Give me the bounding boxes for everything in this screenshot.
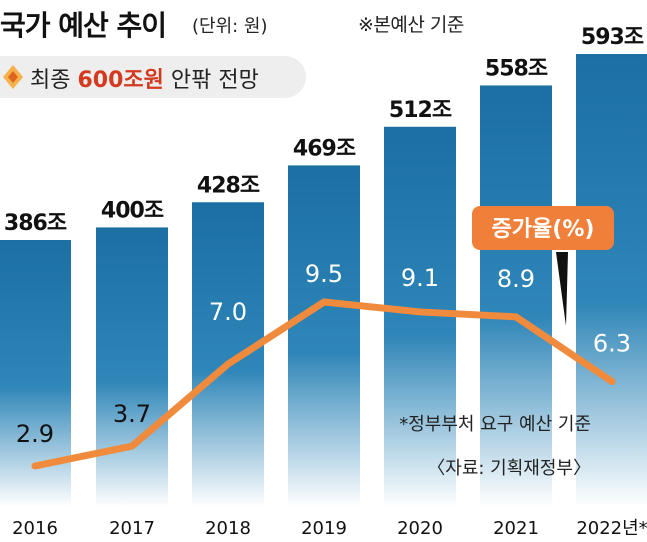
bar-2017: [96, 227, 168, 507]
legend-pointer-icon: [556, 252, 568, 326]
basis-note: ※본예산 기준: [358, 14, 464, 36]
growth-rate-label: 2.9: [16, 420, 54, 448]
line-legend-label: 증가율(%): [492, 217, 595, 242]
subtitle-box: [0, 56, 306, 98]
footnote: *정부부처 요구 예산 기준: [399, 414, 591, 435]
unit-label: (단위: 원): [192, 16, 268, 37]
line-legend-box: [472, 206, 614, 250]
category-label: 2021: [493, 518, 539, 539]
chart-title: 국가 예산 추이: [0, 9, 167, 42]
bar-2020: [384, 126, 456, 508]
growth-rate-label: 9.1: [401, 264, 439, 292]
subtitle: 최종 600조원 안팎 전망: [30, 62, 259, 94]
bar-value-label: 469조: [293, 136, 356, 161]
bar-2019: [288, 165, 360, 507]
category-label: 2022년*: [576, 518, 647, 539]
bar-value-label: 428조: [197, 173, 260, 198]
bar-2018: [192, 202, 264, 507]
category-label: 2020: [397, 518, 443, 539]
bar-value-label: 593조: [581, 25, 644, 50]
growth-rate-label: 3.7: [113, 400, 151, 428]
bar-value-label: 400조: [101, 198, 164, 223]
category-label: 2018: [205, 518, 251, 539]
subtitle-prefix: 최종: [30, 68, 78, 93]
bar-value-label: 512조: [389, 98, 452, 123]
bar-2022년*: [576, 54, 647, 507]
category-label: 2016: [12, 518, 58, 539]
growth-rate-label: 6.3: [593, 330, 631, 358]
diamond-icon: [3, 65, 23, 89]
growth-rate-line: [31, 298, 616, 470]
growth-rate-label: 8.9: [497, 265, 535, 293]
source-label: 〈자료: 기획재정부〉: [427, 458, 591, 479]
bar-value-label: 386조: [4, 211, 67, 236]
growth-rate-label: 9.5: [305, 260, 343, 288]
category-label: 2017: [109, 518, 155, 539]
subtitle-highlight: 600조원: [77, 68, 164, 93]
bar-value-label: 558조: [485, 56, 548, 81]
category-label: 2019: [301, 518, 347, 539]
bar-2021: [480, 85, 552, 507]
growth-rate-label: 7.0: [209, 298, 247, 326]
subtitle-suffix: 안팎 전망: [163, 68, 259, 93]
